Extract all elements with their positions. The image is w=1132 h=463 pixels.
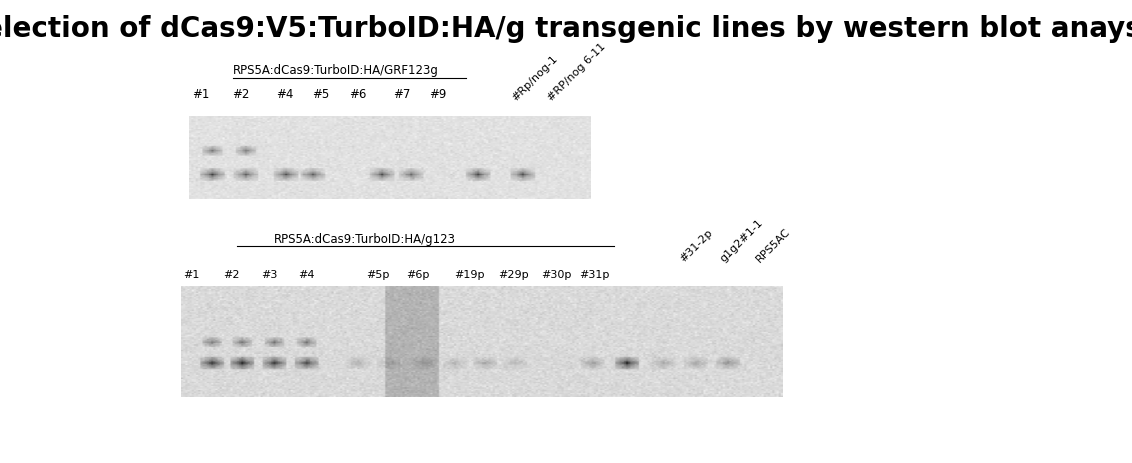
Text: #Rp/nog-1: #Rp/nog-1	[509, 53, 559, 103]
Text: #2: #2	[232, 88, 250, 100]
Text: RPS5AC: RPS5AC	[755, 226, 792, 264]
Text: Selection of dCas9:V5:TurboID:HA/g transgenic lines by western blot anaysis: Selection of dCas9:V5:TurboID:HA/g trans…	[0, 15, 1132, 43]
Text: #4: #4	[276, 88, 294, 100]
Text: #6: #6	[349, 88, 366, 100]
Text: #1: #1	[183, 270, 199, 280]
Text: #7: #7	[393, 88, 410, 100]
Text: #19p: #19p	[454, 270, 484, 280]
Text: #5: #5	[312, 88, 329, 100]
Text: g1g2#1-1: g1g2#1-1	[719, 217, 765, 264]
Text: #5p: #5p	[366, 270, 389, 280]
Text: #9: #9	[429, 88, 446, 100]
Text: #31-2p: #31-2p	[678, 227, 714, 264]
Text: RPS5A:dCas9:TurboID:HA/GRF123g: RPS5A:dCas9:TurboID:HA/GRF123g	[233, 64, 439, 77]
Text: #2: #2	[223, 270, 240, 280]
Text: #4: #4	[299, 270, 315, 280]
Text: #RP/nog 6-11: #RP/nog 6-11	[546, 41, 608, 103]
Text: RPS5A:dCas9:TurboID:HA/g123: RPS5A:dCas9:TurboID:HA/g123	[274, 232, 456, 245]
Text: #3: #3	[260, 270, 277, 280]
Text: #30p: #30p	[541, 270, 572, 280]
Text: #31p: #31p	[578, 270, 609, 280]
Text: #29p: #29p	[498, 270, 529, 280]
Text: #6p: #6p	[406, 270, 429, 280]
Text: #1: #1	[192, 88, 209, 100]
